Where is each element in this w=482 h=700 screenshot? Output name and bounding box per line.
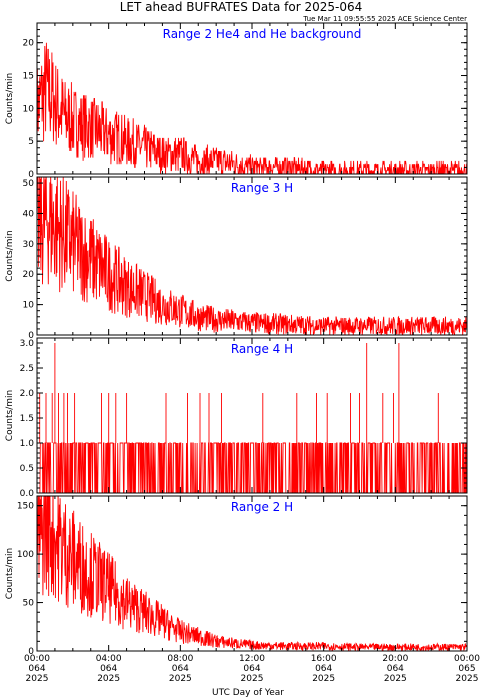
y-tick-label: 10 xyxy=(23,301,35,311)
x-tick-label: 12:00 xyxy=(239,654,265,664)
x-tick-label: 2025 xyxy=(26,674,49,684)
y-tick-label: 5 xyxy=(28,137,34,147)
y-tick-label: 100 xyxy=(17,550,34,560)
timestamp: Tue Mar 11 09:55:55 2025 ACE Science Cen… xyxy=(302,15,467,23)
y-tick-label: 50 xyxy=(23,599,35,609)
x-tick-label: 064 xyxy=(315,664,332,674)
x-tick-label: 2025 xyxy=(169,674,192,684)
y-tick-label: 0.5 xyxy=(20,464,34,474)
y-tick-label: 50 xyxy=(23,179,35,189)
panel-title: Range 4 H xyxy=(231,342,293,356)
x-tick-label: 2025 xyxy=(97,674,120,684)
y-tick-label: 20 xyxy=(23,39,35,49)
y-tick-label: 3.0 xyxy=(20,339,35,349)
panel-4: 0 50 100 150 Range 2 H Counts/min xyxy=(5,495,468,657)
y-tick-label: 10 xyxy=(23,104,35,114)
y-tick-label: 0.0 xyxy=(20,489,35,499)
plot-frame xyxy=(36,22,468,175)
y-tick-label: 0 xyxy=(28,331,34,341)
x-tick-label: 064 xyxy=(387,664,404,674)
x-tick-label: 00:00 xyxy=(454,654,480,664)
y-tick-label: 0 xyxy=(28,170,34,180)
x-tick-label: 08:00 xyxy=(167,654,193,664)
x-tick-label: 2025 xyxy=(312,674,335,684)
y-tick-label: 2.5 xyxy=(20,364,34,374)
x-tick-label: 00:00 xyxy=(24,654,50,664)
x-tick-label: 2025 xyxy=(241,674,264,684)
series-line xyxy=(37,42,467,174)
panels: 0 5 10 15 20 Range 2 He4 and He background Cou… xyxy=(5,22,468,657)
x-tick-label: 065 xyxy=(458,664,475,674)
series-line xyxy=(37,343,467,493)
x-axis-label: UTC Day of Year xyxy=(212,688,284,698)
x-tick-label: 064 xyxy=(243,664,260,674)
x-tick-label: 064 xyxy=(100,664,117,674)
y-axis-label: Counts/min xyxy=(5,230,15,281)
figure-title: LET ahead BUFRATES Data for 2025-064 xyxy=(120,0,362,14)
y-tick-label: 1.0 xyxy=(20,439,35,449)
y-axis-label: Counts/min xyxy=(5,548,15,599)
y-tick-label: 30 xyxy=(23,240,35,250)
y-tick-label: 40 xyxy=(23,209,35,219)
y-tick-label: 2.0 xyxy=(20,389,35,399)
panel-3: 0.0 0.5 1.0 1.5 2.0 2.5 3.0 Range 4 H Counts/min xyxy=(5,337,468,499)
y-tick-label: 0 xyxy=(28,647,34,657)
x-tick-label: 064 xyxy=(172,664,189,674)
x-tick-label: 2025 xyxy=(384,674,407,684)
x-tick-label: 2025 xyxy=(456,674,479,684)
y-axis-label: Counts/min xyxy=(5,390,15,441)
panel-title: Range 2 H xyxy=(231,500,293,514)
y-tick-label: 20 xyxy=(23,270,35,280)
x-tick-label: 16:00 xyxy=(311,654,337,664)
y-axis-label: Counts/min xyxy=(5,73,15,124)
panel-2: 0 10 20 30 40 50 Range 3 H Counts/min xyxy=(5,176,468,341)
x-tick-label: 20:00 xyxy=(382,654,408,664)
x-tick-label: 04:00 xyxy=(96,654,122,664)
y-tick-label: 15 xyxy=(23,72,34,82)
x-tick-label: 064 xyxy=(28,664,45,674)
panel-1: 0 5 10 15 20 Range 2 He4 and He background Cou… xyxy=(5,22,468,180)
x-axis: 00:00064202504:00064202508:00064202512:0… xyxy=(24,654,480,684)
panel-title: Range 3 H xyxy=(231,181,293,195)
y-tick-label: 1.5 xyxy=(20,414,34,424)
y-tick-label: 150 xyxy=(17,502,34,512)
panel-title: Range 2 He4 and He background xyxy=(163,27,362,41)
